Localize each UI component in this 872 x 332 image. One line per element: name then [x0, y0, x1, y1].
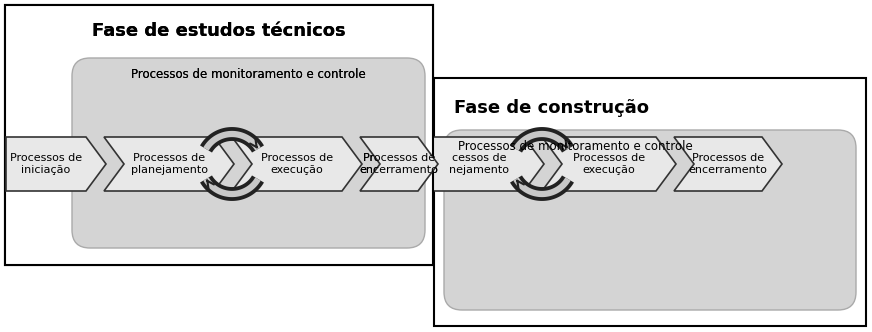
Text: Processos de monitoramento e controle: Processos de monitoramento e controle	[131, 67, 366, 80]
Text: Processos de monitoramento e controle: Processos de monitoramento e controle	[458, 139, 692, 152]
Bar	[5, 5, 433, 265]
Text: Fase de construção: Fase de construção	[454, 99, 649, 117]
Polygon shape	[104, 137, 234, 191]
Bar	[5, 5, 433, 265]
Text: Processos de
encerramento: Processos de encerramento	[359, 153, 439, 175]
Polygon shape	[104, 137, 234, 191]
Text: cessos de
nejamento: cessos de nejamento	[449, 153, 509, 175]
FancyBboxPatch shape	[72, 58, 425, 248]
Text: Fase de estudos técnicos: Fase de estudos técnicos	[92, 22, 346, 40]
Text: Processos de
encerramento: Processos de encerramento	[359, 153, 439, 175]
FancyBboxPatch shape	[444, 130, 856, 310]
Text: Processos de
planejamento: Processos de planejamento	[131, 153, 208, 175]
Polygon shape	[542, 137, 676, 191]
Text: Processos de
iniciação: Processos de iniciação	[10, 153, 82, 175]
Text: Processos de
iniciação: Processos de iniciação	[10, 153, 82, 175]
Polygon shape	[6, 137, 106, 191]
Text: Processos de
planejamento: Processos de planejamento	[131, 153, 208, 175]
Bar	[434, 78, 866, 326]
Polygon shape	[232, 137, 362, 191]
Text: Fase de estudos técnicos: Fase de estudos técnicos	[92, 22, 346, 40]
Polygon shape	[232, 137, 362, 191]
Polygon shape	[414, 137, 544, 191]
FancyBboxPatch shape	[72, 58, 425, 248]
Polygon shape	[360, 137, 438, 191]
Polygon shape	[6, 137, 106, 191]
Polygon shape	[360, 137, 438, 191]
Bar	[5, 5, 433, 265]
Text: Processos de
execução: Processos de execução	[261, 153, 333, 175]
Text: Processos de
encerramento: Processos de encerramento	[689, 153, 767, 175]
Text: Processos de
execução: Processos de execução	[261, 153, 333, 175]
Text: Processos de monitoramento e controle: Processos de monitoramento e controle	[131, 67, 366, 80]
Text: Processos de
execução: Processos de execução	[573, 153, 645, 175]
Polygon shape	[674, 137, 782, 191]
